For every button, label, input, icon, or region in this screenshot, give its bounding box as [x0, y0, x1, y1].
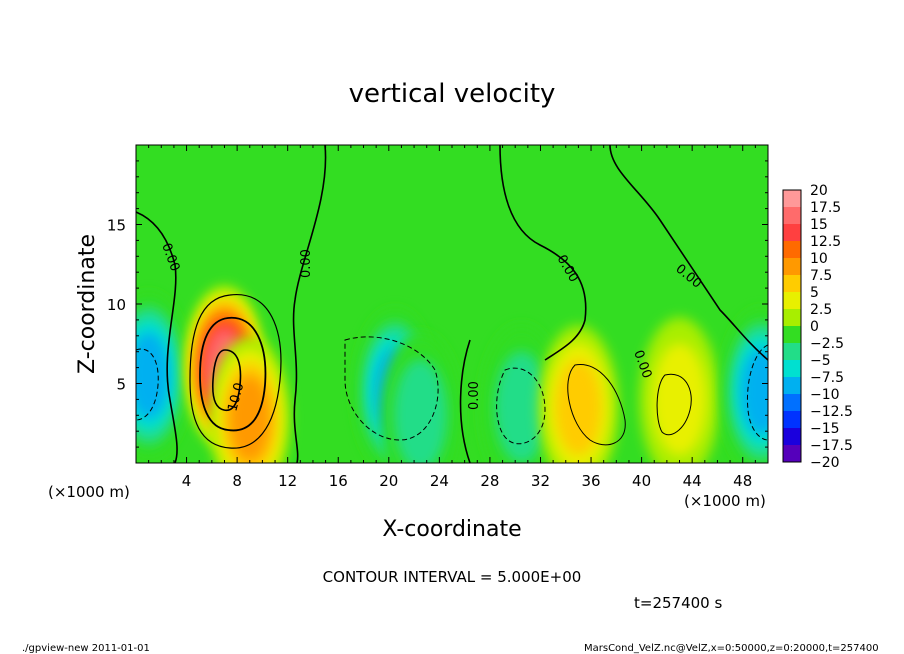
colorbar-swatch: [783, 224, 801, 241]
x-axis-label: X-coordinate: [382, 517, 521, 542]
x-tick-label: 12: [278, 472, 297, 490]
zero-contour-line: [292, 145, 327, 463]
colorbar-tick-label: −2.5: [810, 336, 844, 352]
colorbar-swatch: [783, 241, 801, 258]
colorbar: 2017.51512.5107.552.50−2.5−5−7.5−10−12.5…: [782, 183, 853, 471]
contour-line: [189, 294, 282, 449]
dashed-contour: [344, 336, 439, 441]
colorbar-tick-label: −20: [810, 455, 840, 471]
contour-line: [199, 317, 267, 432]
colorbar-tick-label: −17.5: [810, 438, 853, 454]
contour-line: [211, 349, 242, 412]
x-tick-label: 20: [379, 472, 398, 490]
colorbar-swatch: [783, 292, 801, 309]
dashed-contour: [136, 348, 159, 421]
zero-contour-line: [136, 211, 178, 463]
colorbar-swatch: [783, 207, 801, 224]
colorbar-tick-label: 12.5: [810, 234, 841, 250]
colorbar-tick-label: −15: [810, 421, 840, 437]
colorbar-swatch: [783, 343, 801, 360]
field-region: [136, 332, 170, 419]
colorbar-tick-label: 2.5: [810, 302, 832, 318]
y-unit-label: (×1000 m): [684, 492, 766, 510]
time-label: t=257400 s: [634, 594, 722, 612]
x-tick-label: 24: [430, 472, 449, 490]
field-region: [393, 359, 448, 463]
field-region: [555, 360, 602, 455]
x-tick-label: 16: [329, 472, 348, 490]
colorbar-tick-label: 15: [810, 217, 828, 233]
colorbar-frame: [782, 189, 802, 463]
colorbar-tick-label: −5: [810, 353, 831, 369]
y-tick-label: 5: [116, 376, 126, 394]
y-tick-label: 15: [107, 217, 126, 235]
colorbar-swatch: [783, 360, 801, 377]
zero-contour-line: [499, 145, 587, 361]
contour-interval-text: CONTOUR INTERVAL = 5.000E+00: [323, 568, 582, 586]
colorbar-tick-label: 7.5: [810, 268, 832, 284]
colorbar-swatch: [783, 428, 801, 445]
zero-contour-line: [459, 339, 471, 463]
field-region: [494, 351, 549, 463]
x-tick-label: 36: [581, 472, 600, 490]
contour-layer: [136, 145, 768, 463]
y-axis: 5 10 15: [107, 160, 768, 448]
field-region: [652, 343, 707, 456]
contour-label: 0.00: [467, 381, 482, 410]
colorbar-swatch: [783, 275, 801, 292]
colorbar-tick-label: 0: [810, 319, 819, 335]
colorbar-swatch: [783, 445, 801, 462]
colorbar-tick-label: 17.5: [810, 200, 841, 216]
contour-line: [567, 364, 626, 446]
zero-contour-line: [609, 145, 768, 361]
contour-label: 0.00: [299, 249, 314, 278]
y-tick-label: 10: [107, 296, 126, 314]
colorbar-tick-label: −7.5: [810, 370, 844, 386]
colorbar-tick-label: 10: [810, 251, 828, 267]
x-tick-label: 44: [683, 472, 702, 490]
x-tick-label: 8: [232, 472, 242, 490]
contour-label: 10.0: [225, 381, 247, 413]
x-tick-label: 28: [480, 472, 499, 490]
chart-title: vertical velocity: [349, 79, 556, 109]
x-unit-label: (×1000 m): [48, 483, 130, 501]
field-layer: [136, 285, 768, 463]
x-tick-label: 40: [632, 472, 651, 490]
colorbar-tick-label: −10: [810, 387, 840, 403]
colorbar-tick-label: 20: [810, 183, 828, 199]
colorbar-tick-label: 5: [810, 285, 819, 301]
colorbar-tick-label: −12.5: [810, 404, 853, 420]
footer-right: MarsCond_VelZ.nc@VelZ,x=0:50000,z=0:2000…: [584, 643, 879, 654]
colorbar-swatch: [783, 309, 801, 326]
colorbar-swatch: [783, 190, 801, 207]
field-region: [229, 375, 271, 462]
contour-line: [656, 373, 692, 436]
colorbar-swatch: [783, 326, 801, 343]
x-tick-label: 4: [182, 472, 192, 490]
x-axis: 4 8 12 16 20 24 28 32 36 40 44 48: [148, 145, 756, 490]
footer-left: ./gpview-new 2011-01-01: [22, 643, 150, 654]
x-tick-label: 48: [733, 472, 752, 490]
colorbar-swatch: [783, 377, 801, 394]
x-tick-label: 32: [531, 472, 550, 490]
colorbar-swatch: [783, 258, 801, 275]
colorbar-swatch: [783, 394, 801, 411]
y-axis-label: Z-coordinate: [75, 234, 100, 374]
colorbar-swatch: [783, 411, 801, 428]
plot-area: 0.00 0.00 10.0 0.00 0.00 0.00 0.00: [136, 145, 768, 463]
